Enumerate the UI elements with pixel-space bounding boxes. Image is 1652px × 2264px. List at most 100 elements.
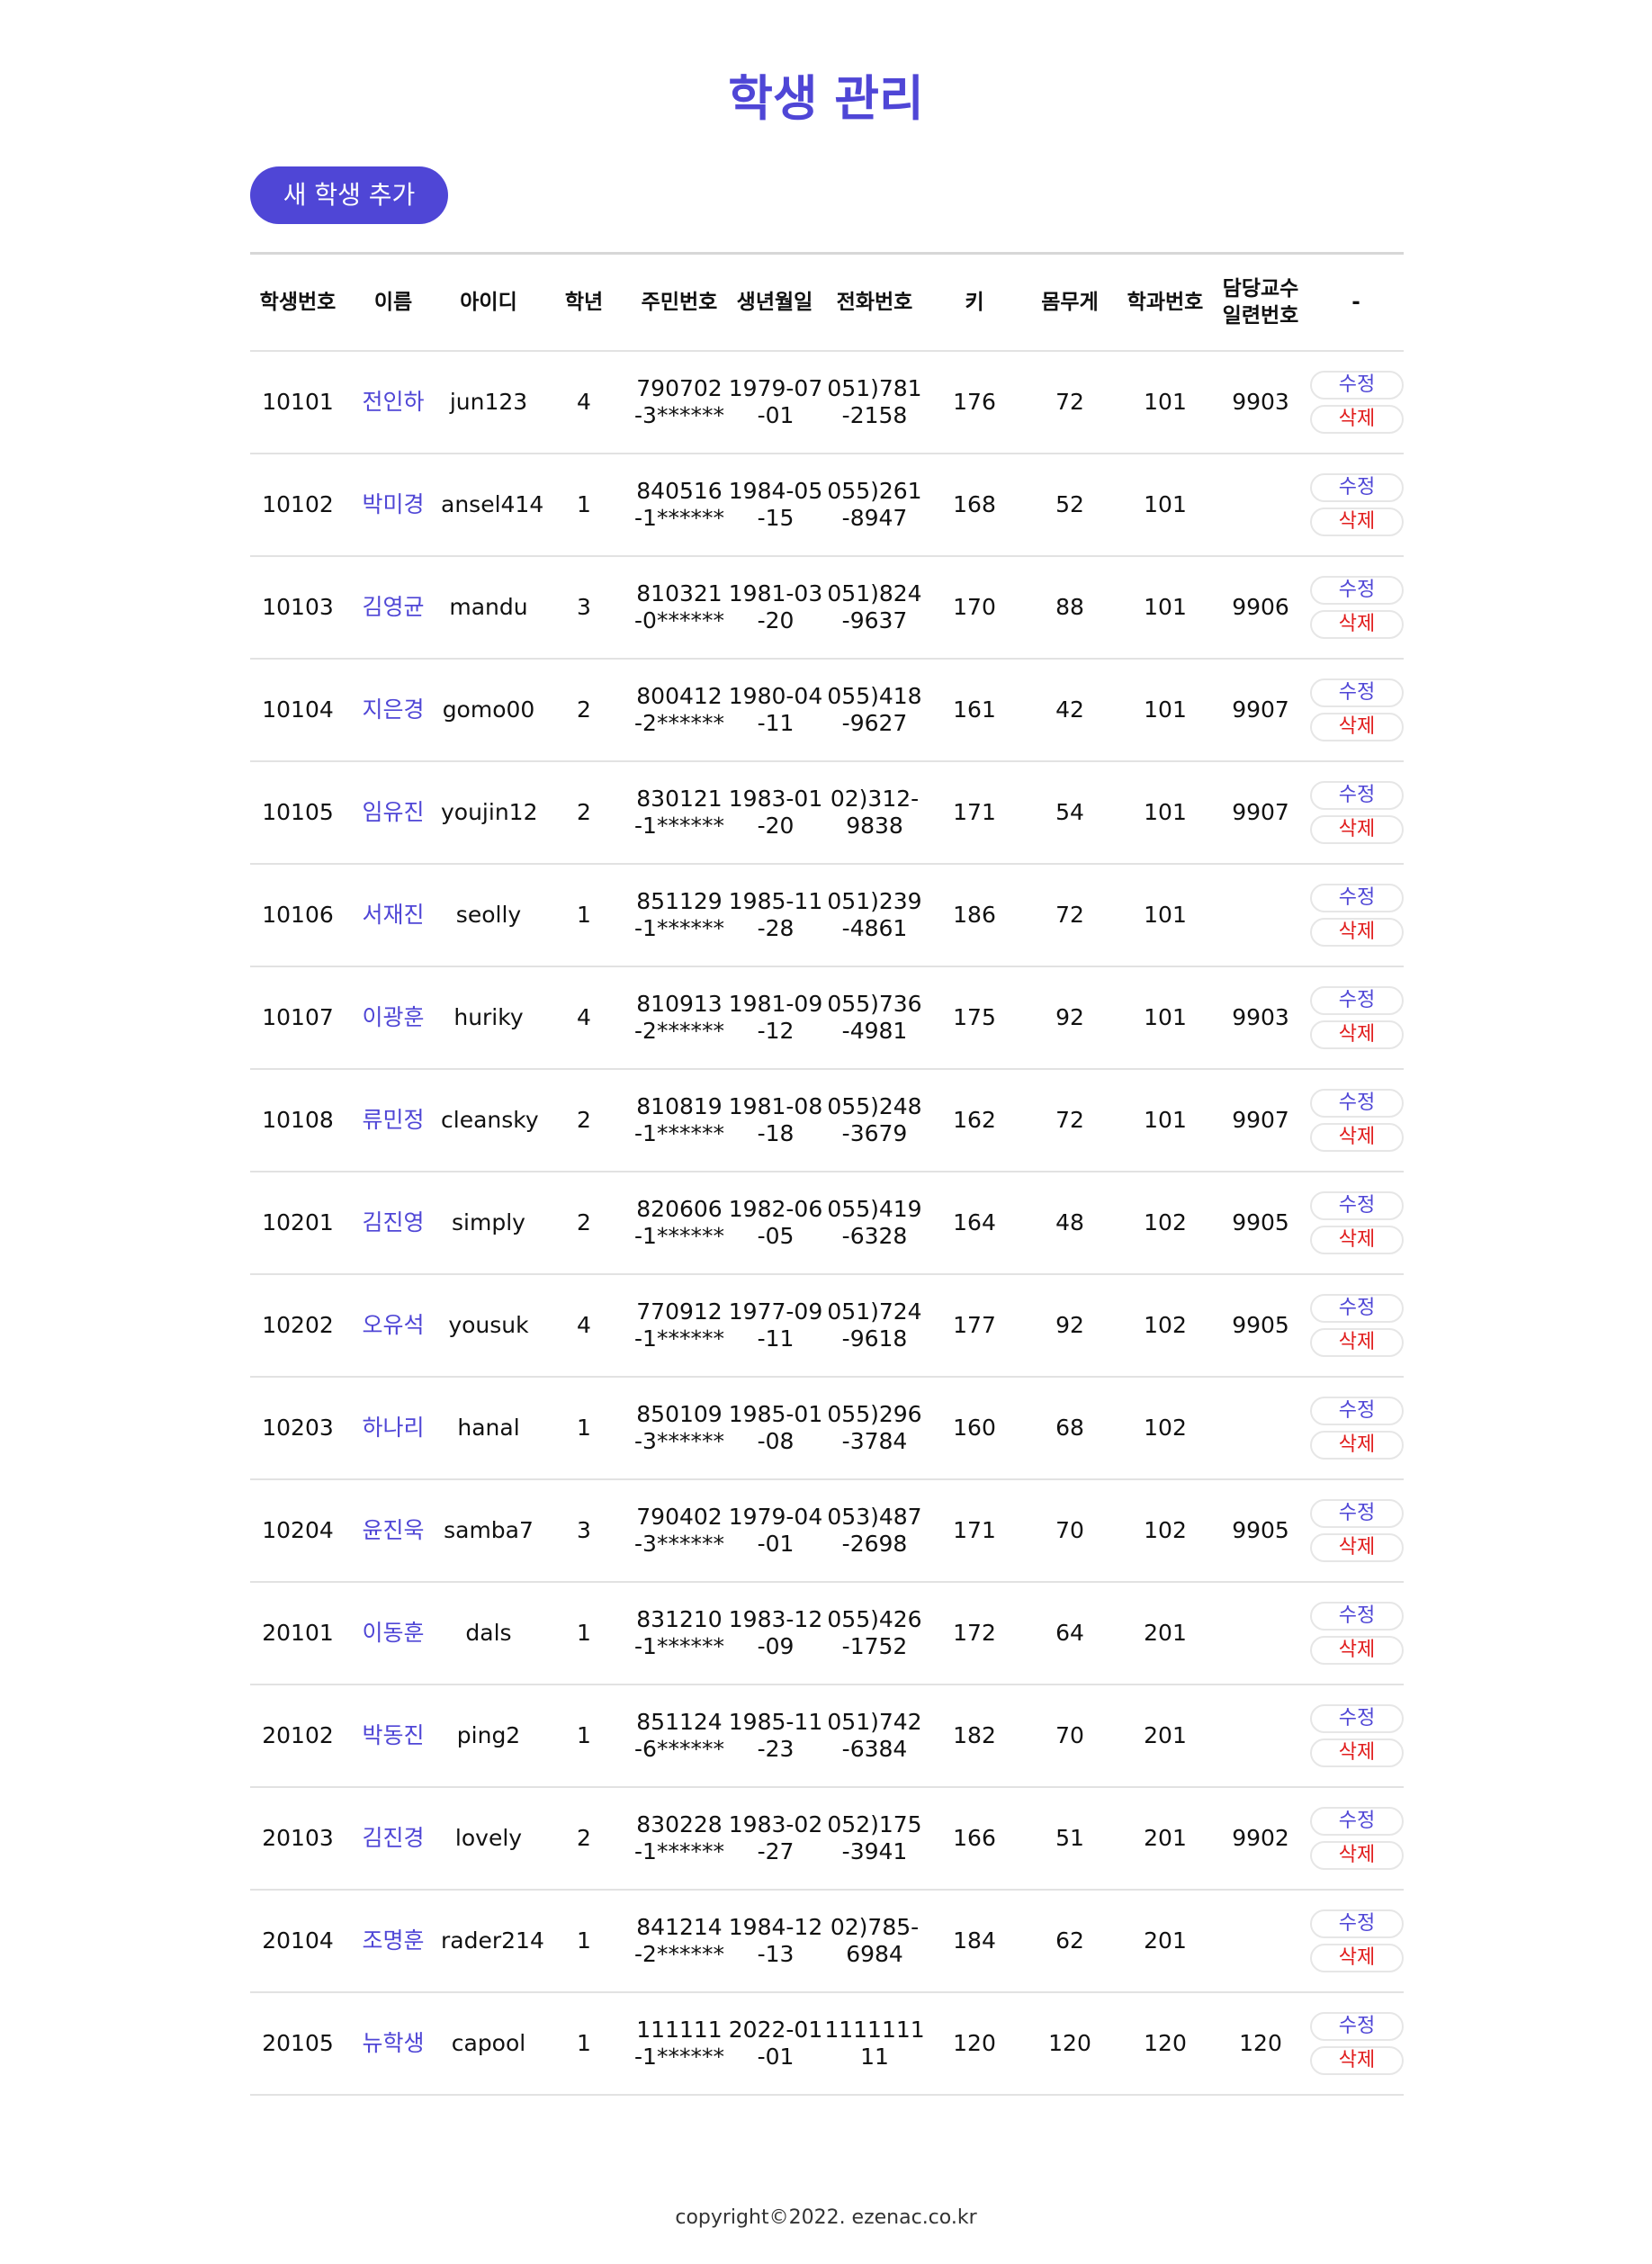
- edit-button[interactable]: 수정: [1310, 575, 1404, 605]
- cell-birthdate: 1985-01-08: [727, 1377, 822, 1479]
- cell-name[interactable]: 김진경: [362, 1824, 425, 1851]
- delete-button[interactable]: 삭제: [1310, 404, 1404, 434]
- edit-button[interactable]: 수정: [1310, 1190, 1404, 1220]
- delete-button[interactable]: 삭제: [1310, 917, 1404, 947]
- edit-button[interactable]: 수정: [1310, 1396, 1404, 1425]
- cell-name[interactable]: 전인하: [362, 388, 425, 415]
- cell-profno: 9905: [1232, 1208, 1289, 1235]
- cell-name[interactable]: 윤진욱: [362, 1516, 425, 1543]
- cell-name[interactable]: 박동진: [362, 1721, 425, 1748]
- cell-grade: 2: [577, 696, 591, 723]
- edit-button[interactable]: 수정: [1310, 883, 1404, 912]
- edit-button[interactable]: 수정: [1310, 1703, 1404, 1733]
- cell-tel: 051)781-2158: [822, 351, 927, 454]
- cell-deptno: 201: [1144, 1619, 1187, 1646]
- cell-deptno: 102: [1144, 1311, 1187, 1338]
- delete-button[interactable]: 삭제: [1310, 712, 1404, 741]
- cell-studno: 10202: [262, 1311, 334, 1338]
- cell-jumin: 810913-2******: [632, 966, 727, 1069]
- cell-name[interactable]: 박미경: [362, 490, 425, 517]
- cell-birthdate: 1981-08-18: [727, 1069, 822, 1172]
- cell-name[interactable]: 오유석: [362, 1311, 425, 1338]
- cell-name[interactable]: 류민정: [362, 1106, 425, 1133]
- cell-birthdate: 1983-12-09: [727, 1582, 822, 1685]
- cell-name[interactable]: 뉴학생: [362, 2029, 425, 2056]
- table-row: 10202 오유석 yousuk 4 770912-1****** 1977-09-11 0…: [250, 1274, 1404, 1377]
- cell-name[interactable]: 이광훈: [362, 1003, 425, 1030]
- cell-jumin-text: 840516-1******: [634, 477, 724, 531]
- cell-studno: 20102: [262, 1721, 334, 1748]
- delete-button[interactable]: 삭제: [1310, 1635, 1404, 1665]
- cell-height: 171: [953, 798, 996, 825]
- cell-profno: 9902: [1232, 1824, 1289, 1851]
- cell-tel-text: 055)736-4981: [827, 990, 922, 1044]
- cell-name[interactable]: 김영균: [362, 593, 425, 620]
- cell-tel: 055)418-9627: [822, 659, 927, 761]
- cell-jumin-text: 831210-1******: [634, 1605, 724, 1659]
- edit-button[interactable]: 수정: [1310, 1909, 1404, 1938]
- cell-profno: 9903: [1232, 1003, 1289, 1030]
- delete-button[interactable]: 삭제: [1310, 609, 1404, 639]
- edit-button[interactable]: 수정: [1310, 1088, 1404, 1118]
- page-title: 학생 관리: [728, 70, 924, 127]
- add-student-button[interactable]: 새 학생 추가: [250, 166, 448, 224]
- delete-button[interactable]: 삭제: [1310, 1738, 1404, 1767]
- delete-button[interactable]: 삭제: [1310, 814, 1404, 844]
- delete-button[interactable]: 삭제: [1310, 1020, 1404, 1049]
- cell-tel-text: 02)312-9838: [830, 785, 920, 839]
- cell-jumin-text: 841214-2******: [634, 1913, 724, 1967]
- cell-height: 160: [953, 1414, 996, 1441]
- cell-name[interactable]: 임유진: [362, 798, 425, 825]
- cell-jumin-text: 850109-3******: [634, 1400, 724, 1454]
- edit-button[interactable]: 수정: [1310, 1806, 1404, 1836]
- delete-button[interactable]: 삭제: [1310, 1840, 1404, 1870]
- cell-height: 171: [953, 1516, 996, 1543]
- edit-button[interactable]: 수정: [1310, 1498, 1404, 1528]
- header-deptno: 학과번호: [1118, 253, 1213, 352]
- edit-button[interactable]: 수정: [1310, 1601, 1404, 1631]
- cell-name[interactable]: 하나리: [362, 1414, 425, 1441]
- delete-button[interactable]: 삭제: [1310, 2045, 1404, 2075]
- cell-grade: 2: [577, 1208, 591, 1235]
- cell-grade: 2: [577, 798, 591, 825]
- cell-tel: 051)724-9618: [822, 1274, 927, 1377]
- edit-button[interactable]: 수정: [1310, 1293, 1404, 1323]
- cell-jumin: 850109-3******: [632, 1377, 727, 1479]
- cell-grade: 2: [577, 1824, 591, 1851]
- cell-userid: jun123: [449, 388, 528, 415]
- edit-button[interactable]: 수정: [1310, 780, 1404, 810]
- edit-button[interactable]: 수정: [1310, 370, 1404, 400]
- cell-tel: 111111111: [822, 1992, 927, 2095]
- delete-button[interactable]: 삭제: [1310, 1943, 1404, 1972]
- cell-studno: 10106: [262, 901, 334, 928]
- cell-deptno: 102: [1144, 1414, 1187, 1441]
- cell-birthdate: 1983-02-27: [727, 1787, 822, 1890]
- edit-button[interactable]: 수정: [1310, 2011, 1404, 2041]
- delete-button[interactable]: 삭제: [1310, 1122, 1404, 1152]
- cell-tel: 055)248-3679: [822, 1069, 927, 1172]
- cell-studno: 20104: [262, 1927, 334, 1954]
- delete-button[interactable]: 삭제: [1310, 1532, 1404, 1562]
- cell-name[interactable]: 지은경: [362, 696, 425, 723]
- edit-button[interactable]: 수정: [1310, 985, 1404, 1015]
- cell-birthdate: 1983-01-20: [727, 761, 822, 864]
- cell-tel-text: 055)419-6328: [827, 1195, 922, 1249]
- cell-birthdate: 1979-04-01: [727, 1479, 822, 1582]
- cell-name[interactable]: 이동훈: [362, 1619, 425, 1646]
- edit-button[interactable]: 수정: [1310, 472, 1404, 502]
- delete-button[interactable]: 삭제: [1310, 1225, 1404, 1254]
- delete-button[interactable]: 삭제: [1310, 1327, 1404, 1357]
- delete-button[interactable]: 삭제: [1310, 1430, 1404, 1460]
- cell-birthdate: 1981-09-12: [727, 966, 822, 1069]
- table-row: 10102 박미경 ansel414 1 840516-1****** 1984-05-1…: [250, 454, 1404, 556]
- cell-weight: 70: [1055, 1721, 1084, 1748]
- cell-height: 162: [953, 1106, 996, 1133]
- cell-birthdate: 1980-04-11: [727, 659, 822, 761]
- cell-name[interactable]: 김진영: [362, 1208, 425, 1235]
- cell-weight: 64: [1055, 1619, 1084, 1646]
- cell-name[interactable]: 조명훈: [362, 1927, 425, 1954]
- delete-button[interactable]: 삭제: [1310, 507, 1404, 536]
- cell-name[interactable]: 서재진: [362, 901, 425, 928]
- edit-button[interactable]: 수정: [1310, 678, 1404, 707]
